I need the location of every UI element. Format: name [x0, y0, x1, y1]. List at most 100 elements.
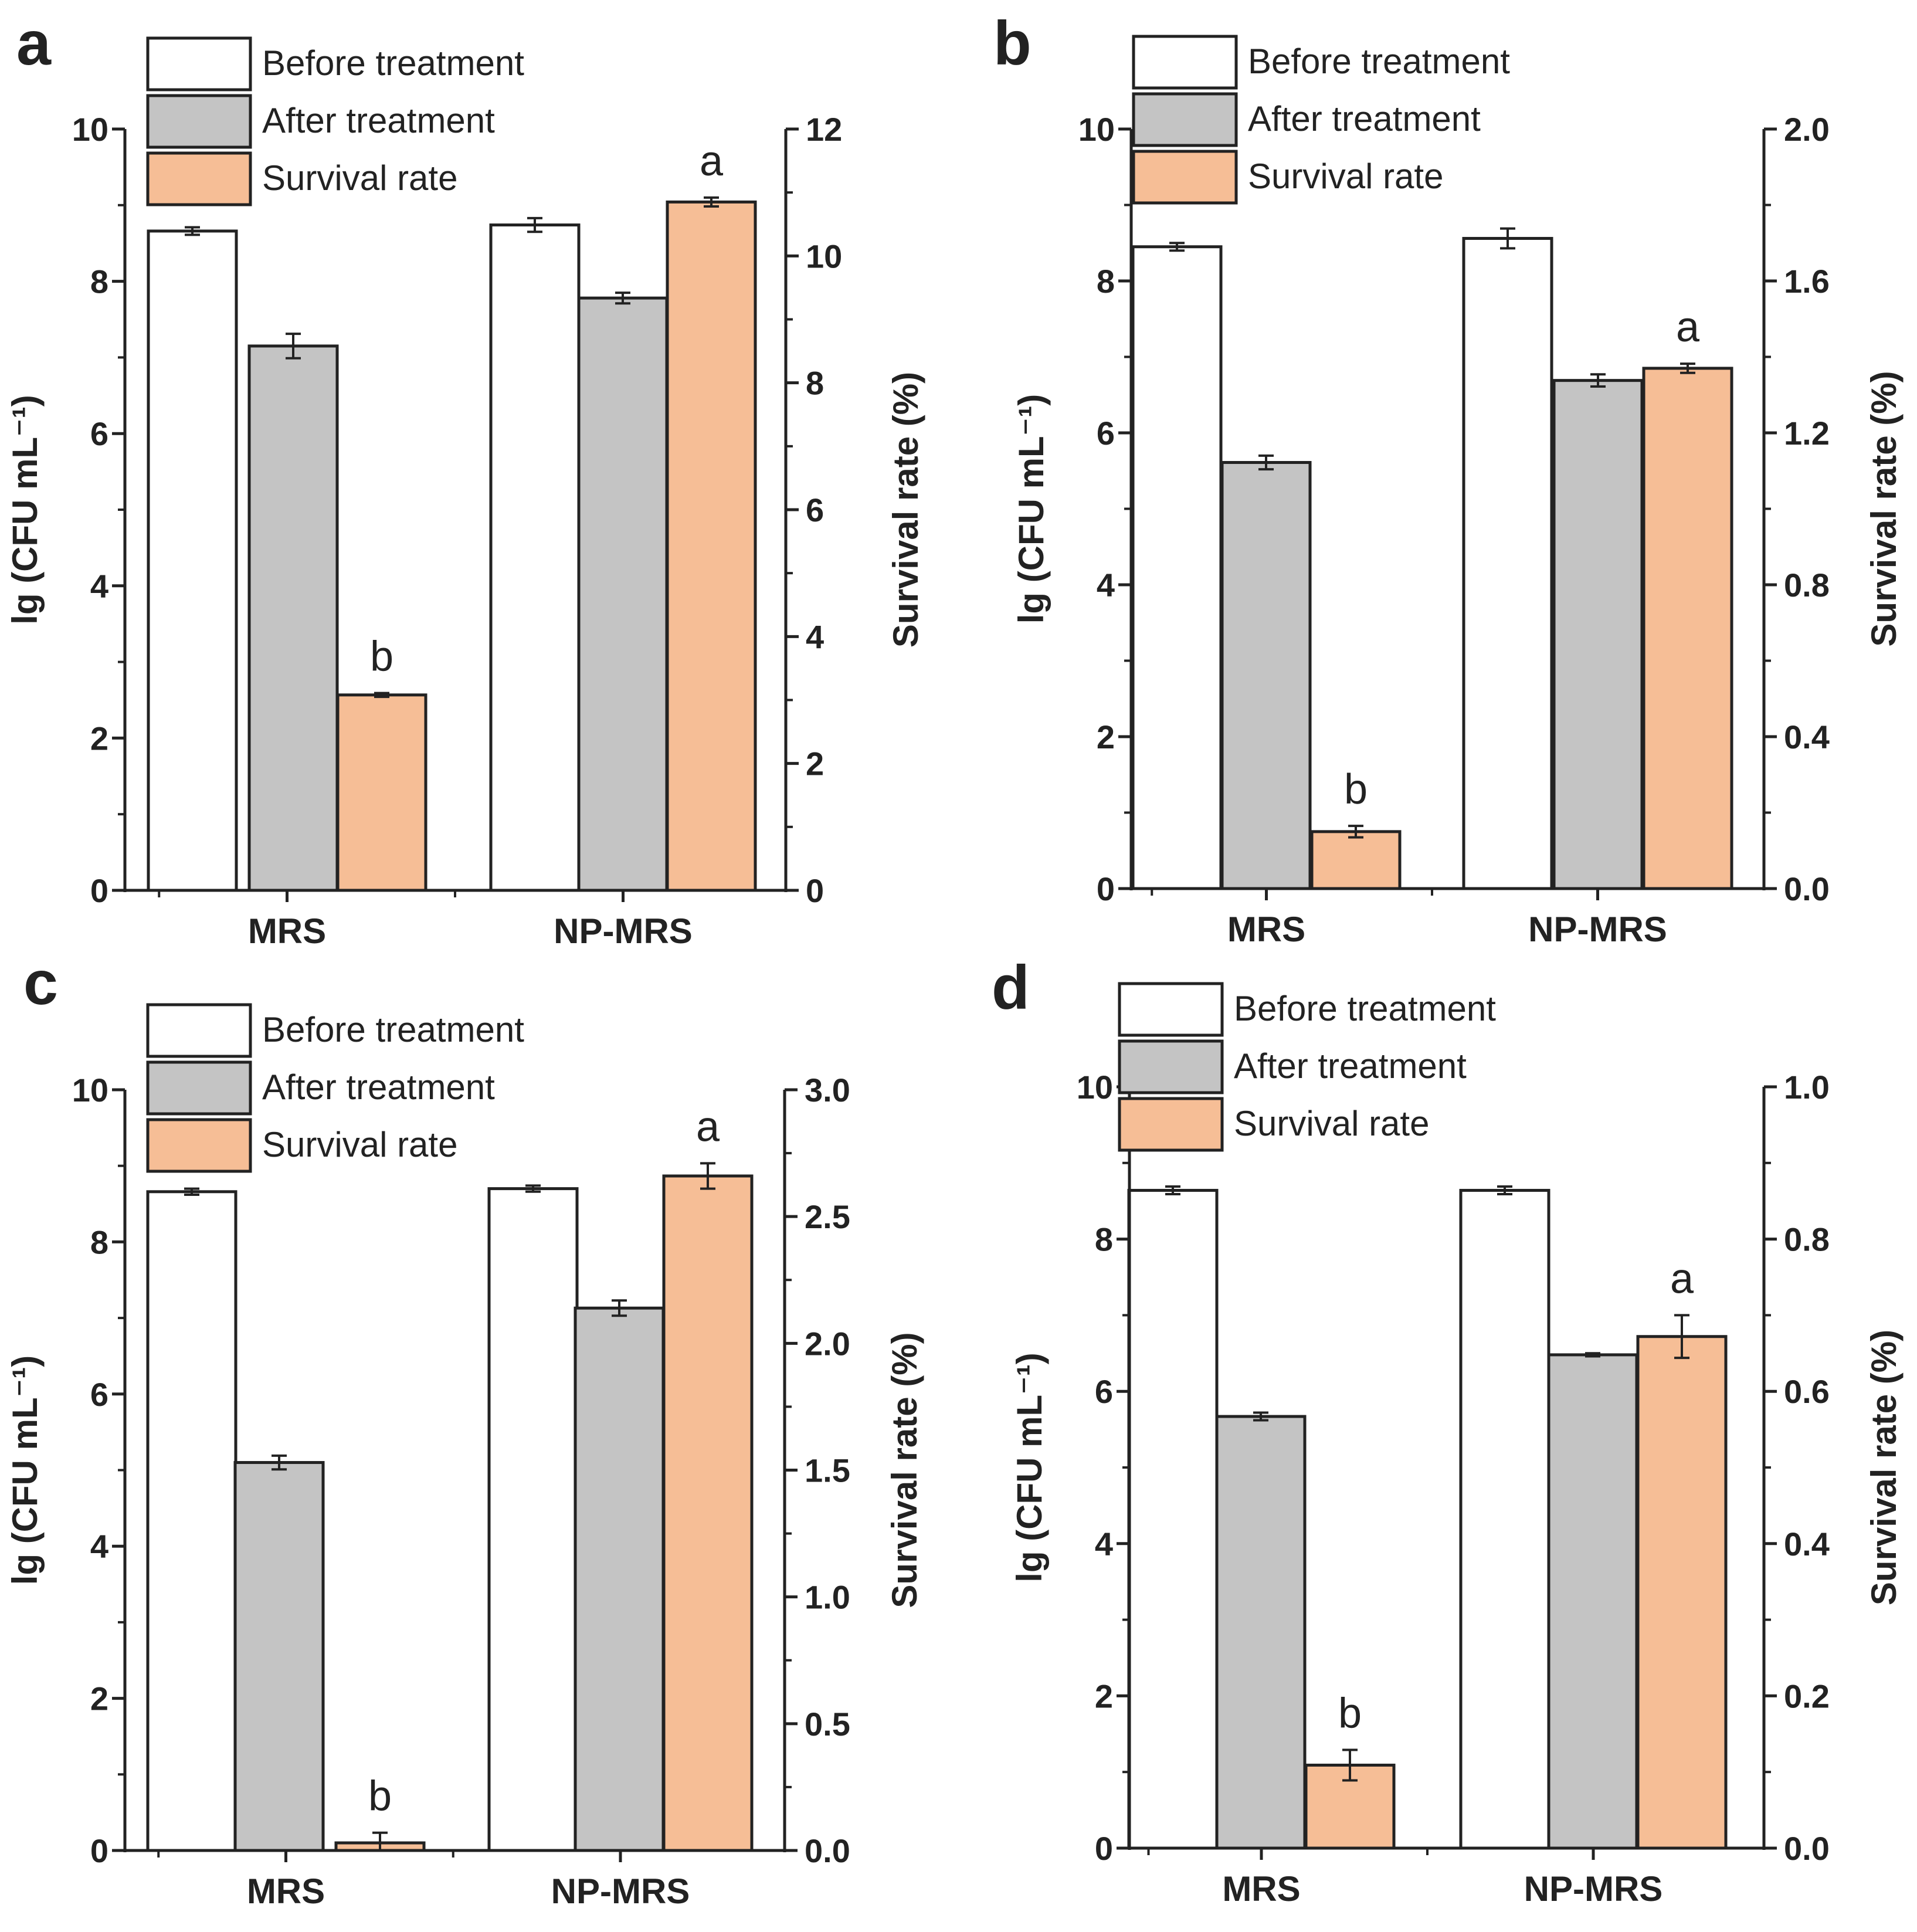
tick-label-right: 0.4	[1784, 718, 1830, 755]
category-label: MRS	[1227, 910, 1305, 949]
legend-label: Survival rate	[262, 158, 457, 198]
category-label: MRS	[248, 911, 326, 951]
tick-label-left: 0	[90, 872, 108, 909]
tick-label-left: 10	[72, 1072, 108, 1109]
category-label: NP-MRS	[554, 911, 693, 951]
legend-label: After treatment	[262, 101, 495, 140]
panel-c: b a 0 2 4 6 8 10 0.0 0.5 1.0 1.5 2.0 2.5 3.0 MRS NP-MRS l…	[5, 948, 924, 1911]
bar-after-treatment	[247, 344, 339, 892]
tick-label-left: 2	[1095, 1677, 1113, 1714]
panel-a: b a 0 2 4 6 8 10 0 2 4 6 8 10 12 MRS NP-MRS lg (CFU mL⁻¹)…	[5, 9, 925, 951]
legend-label: Before treatment	[1248, 42, 1510, 81]
significance-letter: b	[368, 1773, 392, 1820]
tick-label-right: 1.2	[1784, 415, 1830, 452]
bar-before-treatment	[146, 1190, 237, 1852]
significance-letter: b	[1344, 766, 1368, 813]
category-label: MRS	[247, 1872, 325, 1911]
tick-label-right: 4	[806, 618, 824, 655]
tick-label-right: 0.0	[1784, 1830, 1830, 1867]
legend-label: After treatment	[1234, 1046, 1467, 1086]
tick-label-right: 10	[806, 238, 842, 274]
tick-label-right: 2	[806, 745, 824, 782]
tick-label-left: 0	[1095, 1830, 1113, 1867]
significance-letter: a	[1676, 304, 1700, 351]
tick-label-left: 2	[1097, 718, 1115, 755]
legend-swatch-after-treatment	[1132, 92, 1238, 147]
panel-b: b a 0 2 4 6 8 10 0.0 0.4 0.8 1.2 1.6 2.0 MRS NP-MRS lg (…	[993, 9, 1904, 949]
category-label: NP-MRS	[1528, 910, 1667, 949]
tick-label-left: 4	[1097, 567, 1115, 604]
legend-swatch-survival-rate	[1132, 150, 1238, 205]
tick-label-right: 0.4	[1784, 1526, 1830, 1562]
tick-label-left: 2	[90, 1680, 108, 1717]
legend-swatch-after-treatment	[146, 94, 252, 149]
tick-label-right: 1.0	[805, 1579, 850, 1616]
tick-label-right: 1.5	[805, 1452, 850, 1489]
bar-after-treatment	[233, 1461, 325, 1852]
tick-label-left: 6	[90, 1376, 108, 1413]
tick-label-right: 6	[806, 492, 824, 528]
panel-letter: b	[993, 9, 1032, 78]
category-label: MRS	[1222, 1869, 1300, 1909]
significance-letter: a	[700, 138, 724, 185]
tick-label-right: 0.2	[1784, 1677, 1830, 1714]
tick-label-left: 10	[72, 111, 108, 148]
bar-after-treatment	[577, 296, 669, 892]
tick-label-right: 0.0	[805, 1832, 850, 1869]
significance-letter: a	[1670, 1255, 1694, 1302]
tick-label-left: 6	[1095, 1373, 1113, 1410]
legend-label: Survival rate	[1248, 157, 1443, 196]
bar-before-treatment	[489, 223, 581, 892]
tick-label-right: 1.0	[1784, 1069, 1830, 1106]
legend-swatch-after-treatment	[1118, 1039, 1224, 1094]
tick-label-left: 8	[90, 263, 108, 300]
y-axis-title-left: lg (CFU mL⁻¹)	[5, 1355, 45, 1585]
tick-label-left: 10	[1077, 1069, 1113, 1106]
tick-label-right: 0.8	[1784, 567, 1830, 604]
bar-after-treatment	[1547, 1353, 1638, 1850]
legend-label: Before treatment	[262, 1010, 524, 1049]
significance-letter: b	[370, 633, 393, 680]
category-label: NP-MRS	[1524, 1869, 1663, 1909]
legend-swatch-survival-rate	[146, 1118, 252, 1173]
legend-label: Survival rate	[1234, 1104, 1429, 1143]
panel-d: b a 0 2 4 6 8 10 0.0 0.2 0.4 0.6 0.8 1.0 MRS NP-MRS lg (…	[992, 953, 1904, 1909]
bar-survival-rate	[1642, 367, 1733, 890]
bar-before-treatment	[1459, 1189, 1550, 1850]
tick-label-left: 8	[1095, 1221, 1113, 1258]
bar-before-treatment	[1127, 1189, 1219, 1850]
bar-before-treatment	[487, 1187, 579, 1852]
legend-swatch-before-treatment	[146, 1003, 252, 1058]
panel-letter: c	[23, 948, 58, 1018]
bar-after-treatment	[1220, 461, 1312, 890]
legend-swatch-survival-rate	[146, 151, 252, 206]
tick-label-right: 0.8	[1784, 1221, 1830, 1258]
tick-label-right: 0.6	[1784, 1373, 1830, 1410]
bar-survival-rate	[336, 693, 427, 892]
bar-survival-rate	[1304, 1764, 1396, 1850]
legend-label: Survival rate	[262, 1125, 457, 1164]
tick-label-left: 4	[1095, 1526, 1113, 1562]
tick-label-left: 10	[1078, 111, 1115, 148]
y-axis-title-right: Survival rate (%)	[1864, 1330, 1904, 1605]
tick-label-right: 1.6	[1784, 263, 1830, 300]
y-axis-title-left: lg (CFU mL⁻¹)	[5, 395, 45, 625]
significance-letter: a	[696, 1103, 720, 1150]
tick-label-left: 2	[90, 720, 108, 757]
legend-label: After treatment	[262, 1067, 495, 1107]
tick-label-right: 2.0	[805, 1325, 850, 1362]
legend-label: Before treatment	[262, 43, 524, 83]
tick-label-right: 2.5	[805, 1198, 850, 1235]
bar-survival-rate	[1310, 830, 1402, 890]
bar-before-treatment	[147, 229, 238, 892]
y-axis-title-right: Survival rate (%)	[886, 372, 925, 648]
tick-label-left: 0	[1097, 870, 1115, 907]
tick-label-right: 8	[806, 365, 824, 402]
tick-label-left: 6	[90, 415, 108, 452]
tick-label-left: 4	[90, 568, 108, 605]
tick-label-right: 2.0	[1784, 111, 1830, 148]
tick-label-right: 0.0	[1784, 870, 1830, 907]
panel-letter: d	[992, 953, 1030, 1022]
y-axis-title-left: lg (CFU mL⁻¹)	[1010, 1353, 1049, 1582]
